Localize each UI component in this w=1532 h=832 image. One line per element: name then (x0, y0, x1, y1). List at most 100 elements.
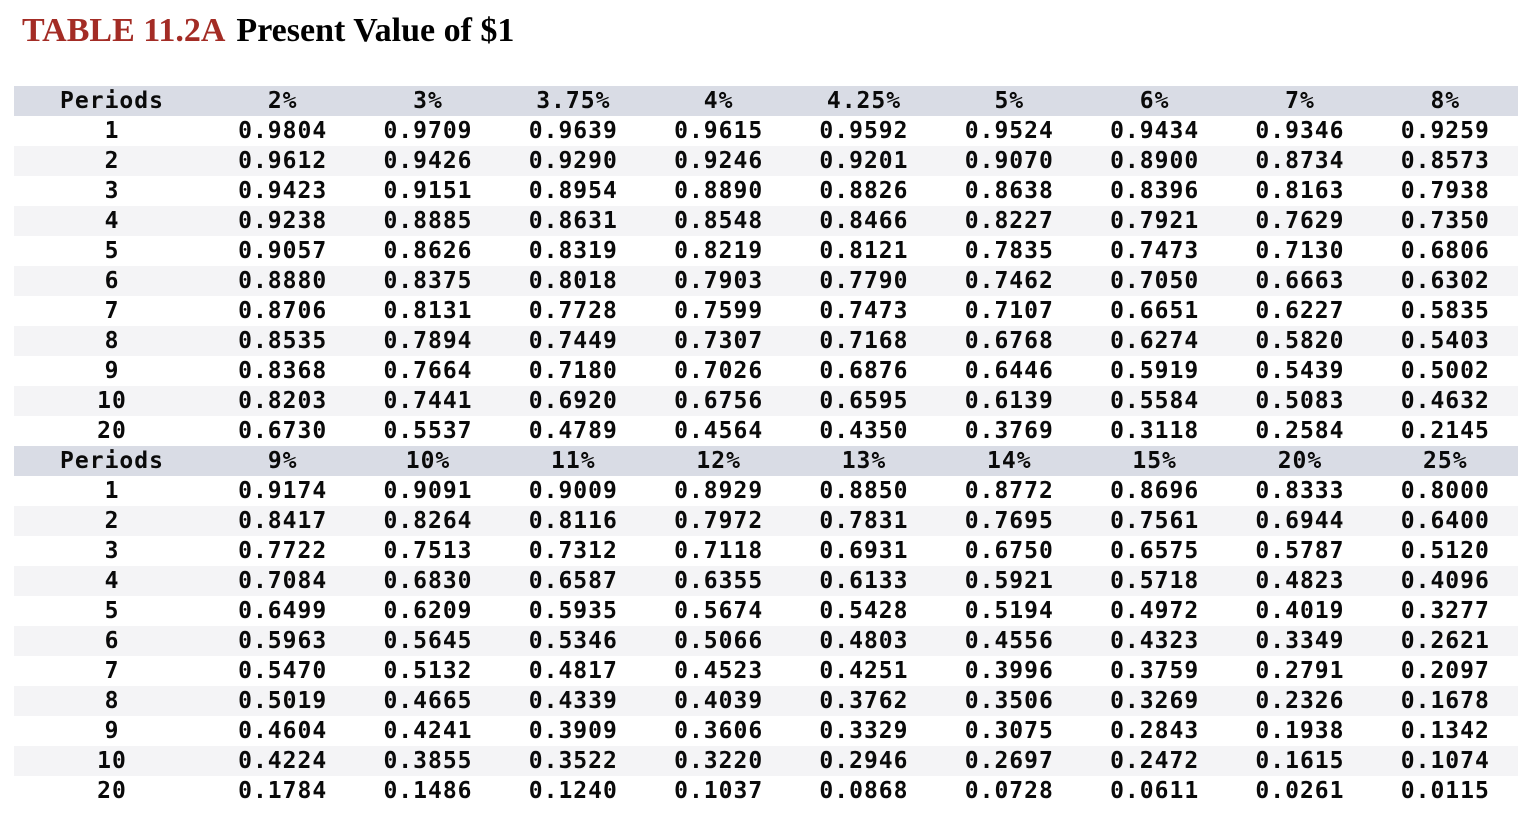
value-cell: 0.5921 (964, 568, 1054, 594)
value-cell: 0.1784 (238, 778, 328, 804)
value-cell: 0.9151 (383, 178, 473, 204)
value-cell: 0.9346 (1255, 118, 1345, 144)
value-cell: 0.3329 (819, 718, 909, 744)
table-row: 8 0.5019 0.4665 0.4339 0.4039 0.3762 0.3506 0.3… (14, 686, 1518, 716)
rate-header: 6% (1139, 88, 1170, 114)
value-cell: 0.3220 (674, 748, 764, 774)
value-cell: 0.0728 (964, 778, 1054, 804)
value-cell: 0.3996 (964, 658, 1054, 684)
value-cell: 0.0868 (819, 778, 909, 804)
value-cell: 0.2584 (1255, 418, 1345, 444)
value-cell: 0.8890 (674, 178, 764, 204)
value-cell: 0.6920 (528, 388, 618, 414)
table-row: 10 0.8203 0.7441 0.6920 0.6756 0.6595 0.6139 0.… (14, 386, 1518, 416)
value-cell: 0.1037 (674, 778, 764, 804)
value-cell: 0.6750 (964, 538, 1054, 564)
value-cell: 0.7107 (964, 298, 1054, 324)
value-cell: 0.6446 (964, 358, 1054, 384)
value-cell: 0.4803 (819, 628, 909, 654)
value-cell: 0.6575 (1110, 538, 1200, 564)
rate-header: 10% (405, 448, 451, 474)
value-cell: 0.0115 (1400, 778, 1490, 804)
table-row: 4 0.7084 0.6830 0.6587 0.6355 0.6133 0.5921 0.5… (14, 566, 1518, 596)
value-cell: 0.6931 (819, 538, 909, 564)
value-cell: 0.4564 (674, 418, 764, 444)
value-cell: 0.7695 (964, 508, 1054, 534)
value-cell: 0.6830 (383, 568, 473, 594)
period-cell: 7 (104, 298, 120, 324)
value-cell: 0.8131 (383, 298, 473, 324)
value-cell: 0.9434 (1110, 118, 1200, 144)
value-cell: 0.8417 (238, 508, 328, 534)
rate-header: 12% (696, 448, 741, 474)
value-cell: 0.1938 (1255, 718, 1345, 744)
rate-header: 20% (1277, 448, 1323, 474)
value-cell: 0.5584 (1110, 388, 1200, 414)
value-cell: 0.6274 (1110, 328, 1200, 354)
value-cell: 0.4039 (674, 688, 764, 714)
rate-header: 2% (267, 88, 298, 114)
value-cell: 0.5066 (674, 628, 764, 654)
value-cell: 0.8885 (383, 208, 473, 234)
value-cell: 0.5403 (1400, 328, 1490, 354)
period-cell: 5 (104, 238, 120, 264)
value-cell: 0.6209 (383, 598, 473, 624)
value-cell: 0.2946 (819, 748, 909, 774)
value-cell: 0.3118 (1110, 418, 1200, 444)
value-cell: 0.7473 (1110, 238, 1200, 264)
table-row: 7 0.5470 0.5132 0.4817 0.4523 0.4251 0.3996 0.3… (14, 656, 1518, 686)
value-cell: 0.5787 (1255, 538, 1345, 564)
value-cell: 0.3506 (964, 688, 1054, 714)
table-row: 1 0.9174 0.9091 0.9009 0.8929 0.8850 0.8772 0.8… (14, 476, 1518, 506)
periods-header: Periods (60, 448, 164, 474)
value-cell: 0.6302 (1400, 268, 1490, 294)
table-caption: Present Value of $1 (236, 12, 515, 49)
value-cell: 0.8368 (238, 358, 328, 384)
value-cell: 0.4604 (238, 718, 328, 744)
table-row: 3 0.7722 0.7513 0.7312 0.7118 0.6931 0.6750 0.6… (14, 536, 1518, 566)
value-cell: 0.5439 (1255, 358, 1345, 384)
value-cell: 0.5194 (964, 598, 1054, 624)
value-cell: 0.7790 (819, 268, 909, 294)
value-cell: 0.9426 (383, 148, 473, 174)
value-cell: 0.8116 (528, 508, 618, 534)
value-cell: 0.4019 (1255, 598, 1345, 624)
table-row: 1 0.9804 0.9709 0.9639 0.9615 0.9592 0.9524 0.9… (14, 116, 1518, 146)
value-cell: 0.7026 (674, 358, 764, 384)
value-cell: 0.2621 (1400, 628, 1490, 654)
rate-header-row: Periods 9% 10% 11% 12% 13% 14% 15% 20% 25% (14, 446, 1518, 476)
period-cell: 10 (97, 388, 127, 414)
period-cell: 2 (104, 148, 120, 174)
rate-header: 13% (841, 448, 887, 474)
period-cell: 6 (104, 628, 120, 654)
period-cell: 10 (97, 748, 127, 774)
value-cell: 0.4632 (1400, 388, 1490, 414)
value-cell: 0.4339 (528, 688, 618, 714)
value-cell: 0.5019 (238, 688, 328, 714)
value-cell: 0.3909 (528, 718, 618, 744)
value-cell: 0.9423 (238, 178, 328, 204)
rate-header-row: Periods 2% 3% 3.75% 4% 4.25% 5% 6% 7% 8% (14, 86, 1518, 116)
value-cell: 0.8696 (1110, 478, 1200, 504)
value-cell: 0.8573 (1400, 148, 1490, 174)
value-cell: 0.4789 (528, 418, 618, 444)
value-cell: 0.9057 (238, 238, 328, 264)
value-cell: 0.4523 (674, 658, 764, 684)
value-cell: 0.8631 (528, 208, 618, 234)
value-cell: 0.6756 (674, 388, 764, 414)
value-cell: 0.3269 (1110, 688, 1200, 714)
value-cell: 0.5346 (528, 628, 618, 654)
value-cell: 0.5537 (383, 418, 473, 444)
value-cell: 0.5963 (238, 628, 328, 654)
value-cell: 0.9612 (238, 148, 328, 174)
table-number-label: TABLE 11.2A (22, 12, 226, 49)
value-cell: 0.5820 (1255, 328, 1345, 354)
periods-header: Periods (60, 88, 164, 114)
value-cell: 0.1486 (383, 778, 473, 804)
value-cell: 0.9615 (674, 118, 764, 144)
page-title: TABLE 11.2A Present Value of $1 (22, 10, 1532, 52)
value-cell: 0.8466 (819, 208, 909, 234)
value-cell: 0.8638 (964, 178, 1054, 204)
period-cell: 3 (104, 178, 120, 204)
value-cell: 0.6768 (964, 328, 1054, 354)
